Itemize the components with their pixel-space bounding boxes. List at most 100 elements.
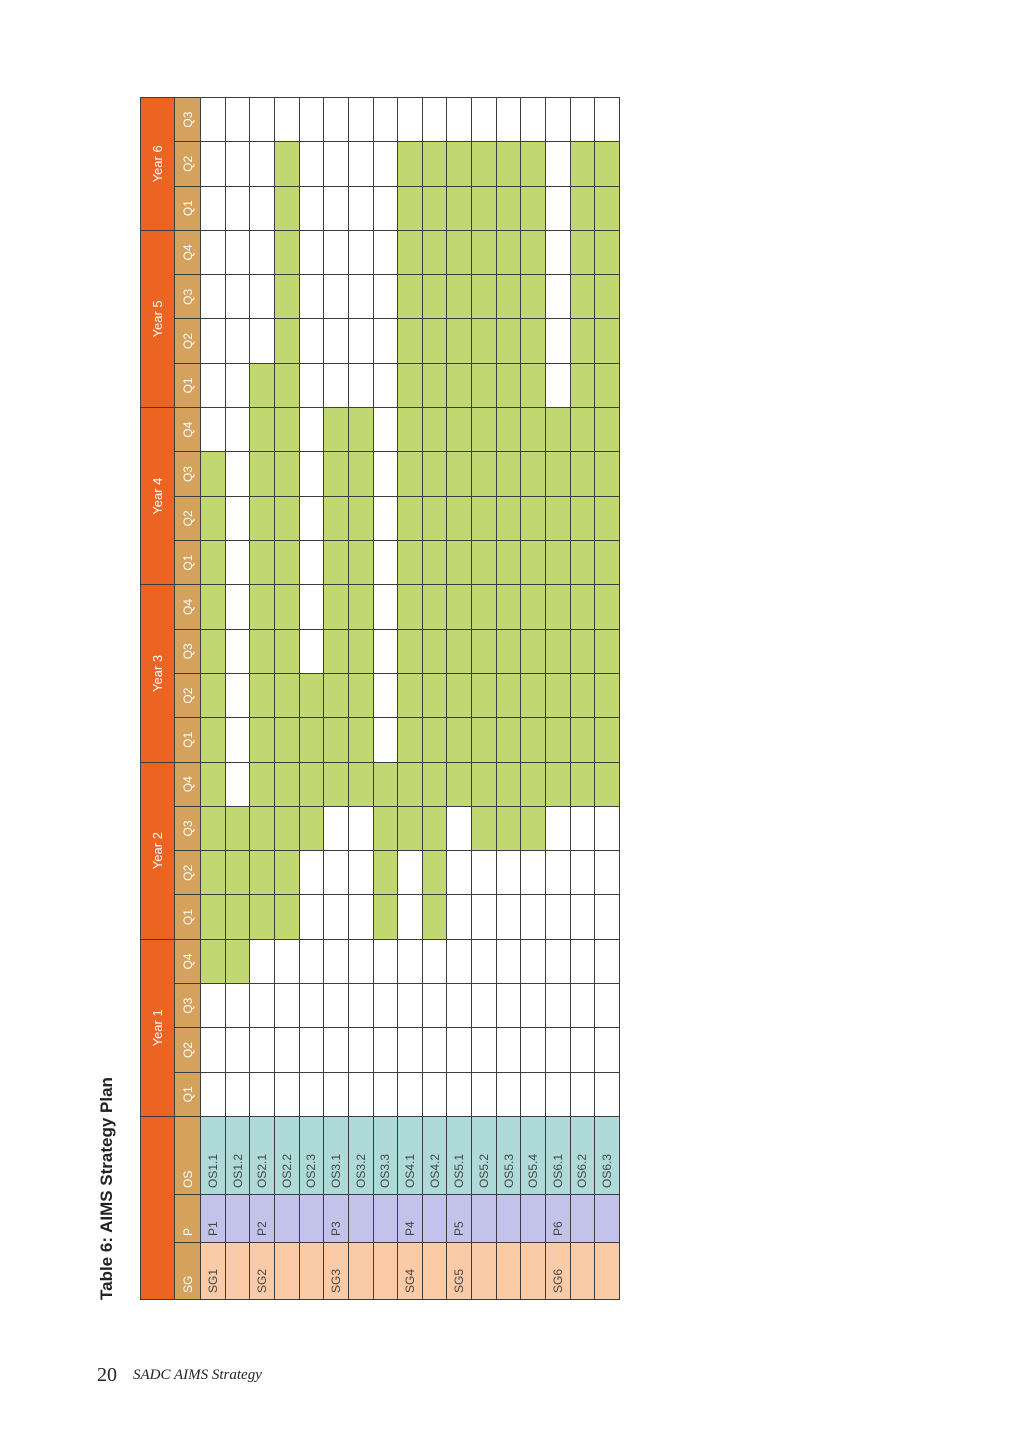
quarter-header: Q2: [174, 850, 201, 895]
active-quarter-cell: [348, 629, 374, 674]
active-quarter-cell: [594, 717, 620, 763]
active-quarter-cell: [422, 673, 447, 718]
active-quarter-cell: [520, 806, 546, 851]
inactive-quarter-cell: [225, 141, 250, 187]
active-quarter-cell: [397, 318, 423, 364]
inactive-quarter-cell: [348, 850, 374, 895]
inactive-quarter-cell: [225, 673, 250, 718]
active-quarter-cell: [422, 407, 447, 452]
inactive-quarter-cell: [200, 1027, 226, 1073]
active-quarter-cell: [594, 274, 620, 319]
inactive-quarter-cell: [545, 318, 571, 364]
active-quarter-cell: [520, 407, 546, 452]
inactive-quarter-cell: [200, 97, 226, 142]
active-quarter-cell: [274, 762, 300, 807]
active-quarter-cell: [496, 806, 521, 851]
active-quarter-cell: [446, 318, 472, 364]
sg-cell: SG5: [446, 1242, 472, 1300]
active-quarter-cell: [200, 629, 226, 674]
active-quarter-cell: [545, 762, 571, 807]
inactive-quarter-cell: [594, 1027, 620, 1073]
table-row: SG1 P1 OS1.1: [200, 97, 226, 1300]
active-quarter-cell: [249, 496, 275, 541]
table-row: OS4.2: [422, 97, 447, 1300]
active-quarter-cell: [471, 673, 497, 718]
active-quarter-cell: [520, 496, 546, 541]
quarter-header: Q3: [174, 97, 201, 142]
active-quarter-cell: [274, 673, 300, 718]
active-quarter-cell: [496, 762, 521, 807]
active-quarter-cell: [200, 717, 226, 763]
inactive-quarter-cell: [323, 97, 349, 142]
inactive-quarter-cell: [397, 97, 423, 142]
active-quarter-cell: [200, 584, 226, 630]
column-header-row: SG P OS Q1 Q2 Q3 Q4 Q1 Q2 Q3 Q4 Q1 Q2 Q3 Q4 Q1 Q2 Q3 Q4 Q1 Q…: [174, 97, 201, 1300]
active-quarter-cell: [446, 141, 472, 187]
active-quarter-cell: [249, 451, 275, 497]
quarter-header: Q4: [174, 407, 201, 452]
inactive-quarter-cell: [471, 894, 497, 940]
inactive-quarter-cell: [422, 983, 447, 1028]
quarter-header: Q3: [174, 451, 201, 497]
inactive-quarter-cell: [373, 717, 398, 763]
os-cell: OS2.1: [249, 1116, 275, 1195]
inactive-quarter-cell: [299, 540, 324, 585]
inactive-quarter-cell: [373, 363, 398, 408]
p-cell: [348, 1194, 374, 1243]
inactive-quarter-cell: [225, 983, 250, 1028]
active-quarter-cell: [249, 894, 275, 940]
inactive-quarter-cell: [225, 186, 250, 231]
active-quarter-cell: [397, 363, 423, 408]
inactive-quarter-cell: [570, 806, 595, 851]
active-quarter-cell: [496, 274, 521, 319]
p-cell: [274, 1194, 300, 1243]
inactive-quarter-cell: [373, 1072, 398, 1117]
inactive-quarter-cell: [348, 806, 374, 851]
active-quarter-cell: [323, 496, 349, 541]
inactive-quarter-cell: [225, 540, 250, 585]
active-quarter-cell: [348, 451, 374, 497]
inactive-quarter-cell: [299, 407, 324, 452]
inactive-quarter-cell: [496, 1072, 521, 1117]
inactive-quarter-cell: [299, 629, 324, 674]
inactive-quarter-cell: [496, 1027, 521, 1073]
inactive-quarter-cell: [200, 230, 226, 275]
quarter-header: Q2: [174, 673, 201, 718]
inactive-quarter-cell: [594, 894, 620, 940]
active-quarter-cell: [249, 673, 275, 718]
os-cell: OS1.2: [225, 1116, 250, 1195]
os-cell: OS6.3: [594, 1116, 620, 1195]
table-row: OS5.2: [471, 97, 497, 1300]
inactive-quarter-cell: [373, 230, 398, 275]
p-cell: [299, 1194, 324, 1243]
inactive-quarter-cell: [422, 97, 447, 142]
inactive-quarter-cell: [446, 939, 472, 984]
inactive-quarter-cell: [496, 850, 521, 895]
year-header: Year 3: [140, 584, 175, 763]
column-header-p: P: [174, 1194, 201, 1243]
inactive-quarter-cell: [200, 983, 226, 1028]
active-quarter-cell: [422, 496, 447, 541]
inactive-quarter-cell: [545, 186, 571, 231]
inactive-quarter-cell: [348, 983, 374, 1028]
active-quarter-cell: [274, 540, 300, 585]
quarter-header: Q1: [174, 186, 201, 231]
inactive-quarter-cell: [348, 894, 374, 940]
inactive-quarter-cell: [323, 894, 349, 940]
active-quarter-cell: [373, 894, 398, 940]
inactive-quarter-cell: [422, 1072, 447, 1117]
active-quarter-cell: [299, 673, 324, 718]
table-row: SG4 P4 OS4.1: [397, 97, 423, 1300]
active-quarter-cell: [471, 318, 497, 364]
inactive-quarter-cell: [373, 318, 398, 364]
inactive-quarter-cell: [299, 1027, 324, 1073]
active-quarter-cell: [446, 717, 472, 763]
table-row: OS3.2: [348, 97, 374, 1300]
active-quarter-cell: [249, 584, 275, 630]
active-quarter-cell: [570, 717, 595, 763]
active-quarter-cell: [274, 806, 300, 851]
active-quarter-cell: [496, 318, 521, 364]
active-quarter-cell: [422, 363, 447, 408]
quarter-header: Q2: [174, 1027, 201, 1073]
year-header-row: Year 1 Year 2 Year 3 Year 4 Year 5 Year 6: [140, 97, 175, 1300]
